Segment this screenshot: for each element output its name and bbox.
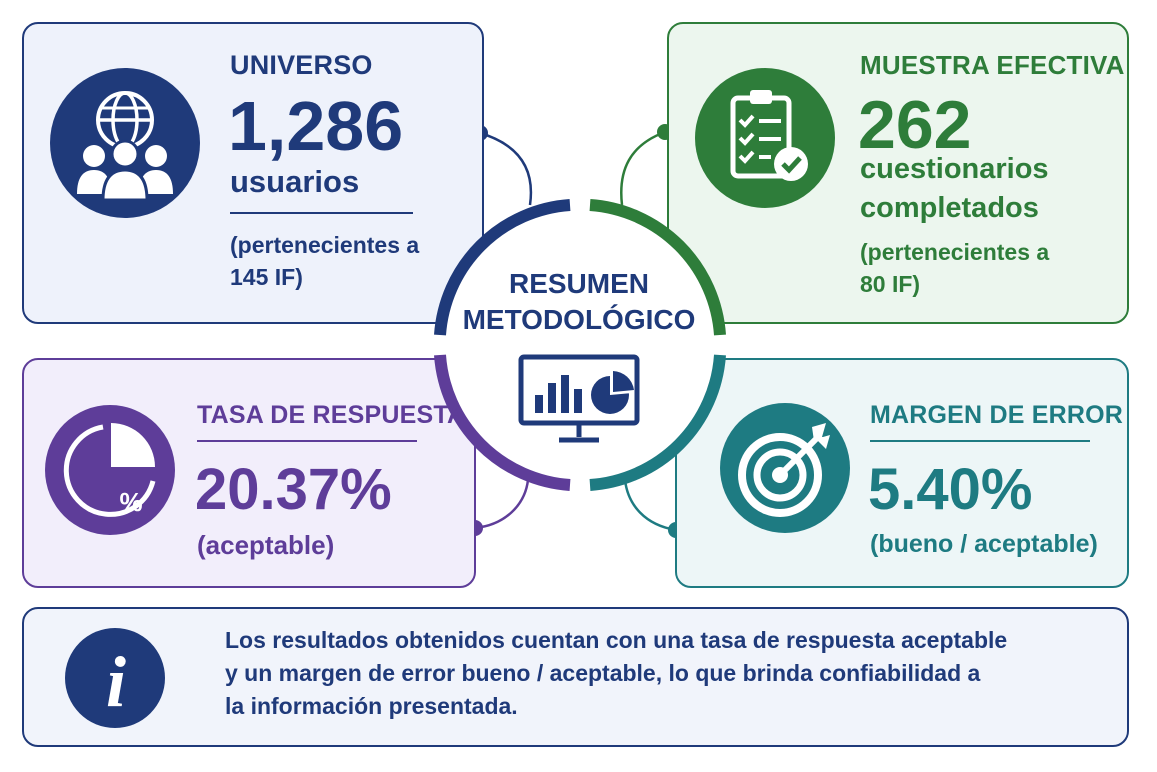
universo-unit: usuarios — [230, 164, 360, 199]
tasa-qualifier: (aceptable) — [197, 530, 335, 560]
universo-note-line2: 145 IF) — [230, 264, 303, 290]
clipboard-check-icon — [695, 68, 835, 208]
margen-qualifier: (bueno / aceptable) — [870, 530, 1098, 558]
muestra-note-line1: (pertenecientes a — [860, 239, 1050, 265]
svg-text:i: i — [106, 642, 126, 722]
muestra-unit-line1: cuestionarios — [860, 153, 1049, 185]
connector-universo — [479, 131, 533, 206]
svg-text:%: % — [119, 487, 142, 517]
muestra-note-line2: 80 IF) — [860, 271, 921, 297]
tasa-divider — [197, 440, 417, 442]
margen-value: 5.40% — [868, 457, 1033, 522]
universo-value: 1,286 — [228, 87, 404, 165]
info-line1: Los resultados obtenidos cuentan con una… — [225, 627, 1008, 653]
muestra-label: MUESTRA EFECTIVA — [860, 50, 1125, 80]
pie-percent-icon: % — [45, 405, 175, 535]
muestra-unit-line2: completados — [860, 192, 1039, 224]
connector-muestra — [620, 130, 666, 206]
info-text: Los resultados obtenidos cuentan con una… — [225, 624, 1105, 723]
universo-note: (pertenecientes a 145 IF) — [230, 229, 419, 293]
margen-divider — [870, 440, 1090, 442]
presentation-chart-icon — [518, 354, 640, 443]
globe-users-icon — [50, 68, 200, 218]
center-ring — [434, 199, 726, 491]
tasa-value: 20.37% — [195, 457, 392, 522]
center-title-line1: RESUMEN — [508, 268, 649, 299]
connector-margen — [623, 479, 677, 532]
universo-label: UNIVERSO — [230, 50, 373, 80]
muestra-value: 262 — [858, 87, 972, 163]
info-line2: y un margen de error bueno / aceptable, … — [225, 660, 981, 686]
center-title-line2: METODOLÓGICO — [462, 304, 696, 335]
margen-label: MARGEN DE ERROR — [870, 401, 1124, 429]
tasa-label: TASA DE RESPUESTA — [197, 401, 466, 429]
info-line3: la información presentada. — [225, 693, 518, 719]
info-icon: i — [65, 628, 165, 728]
target-arrow-icon — [720, 403, 850, 533]
universo-note-line1: (pertenecientes a — [230, 232, 420, 258]
universo-divider — [230, 212, 413, 214]
info-card — [22, 607, 1129, 747]
muestra-note: (pertenecientes a 80 IF) — [860, 236, 1049, 300]
connector-tasa — [474, 479, 530, 530]
